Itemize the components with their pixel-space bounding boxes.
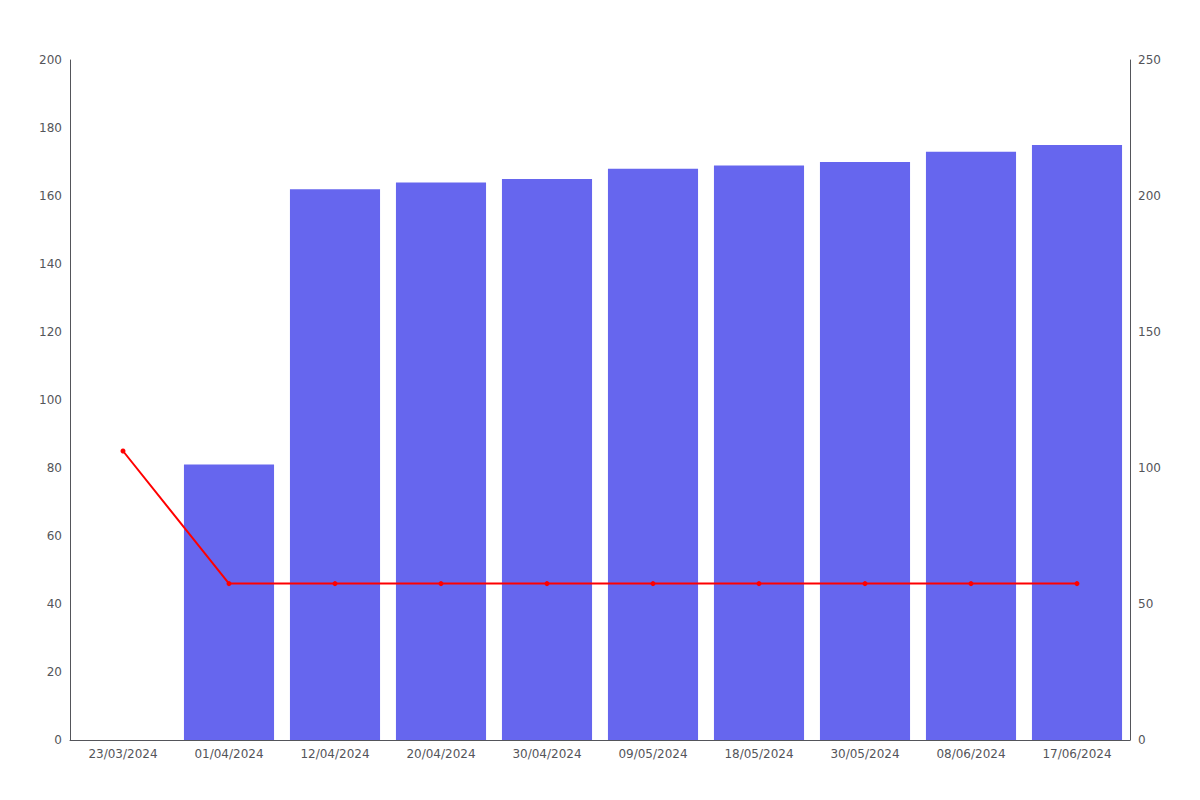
svg-text:12/04/2024: 12/04/2024 [300, 747, 369, 761]
svg-text:01/04/2024: 01/04/2024 [194, 747, 263, 761]
svg-text:40: 40 [47, 597, 62, 611]
svg-text:08/06/2024: 08/06/2024 [936, 747, 1005, 761]
svg-text:200: 200 [1138, 189, 1161, 203]
svg-text:200: 200 [39, 53, 62, 67]
svg-text:30/05/2024: 30/05/2024 [830, 747, 899, 761]
svg-text:18/05/2024: 18/05/2024 [724, 747, 793, 761]
svg-text:23/03/2024: 23/03/2024 [88, 747, 157, 761]
svg-text:140: 140 [39, 257, 62, 271]
svg-text:100: 100 [39, 393, 62, 407]
svg-text:160: 160 [39, 189, 62, 203]
svg-text:100: 100 [1138, 461, 1161, 475]
svg-text:0: 0 [1138, 733, 1146, 747]
svg-text:120: 120 [39, 325, 62, 339]
svg-text:250: 250 [1138, 53, 1161, 67]
svg-text:50: 50 [1138, 597, 1153, 611]
svg-text:30/04/2024: 30/04/2024 [512, 747, 581, 761]
svg-text:80: 80 [47, 461, 62, 475]
svg-text:150: 150 [1138, 325, 1161, 339]
svg-text:60: 60 [47, 529, 62, 543]
svg-text:09/05/2024: 09/05/2024 [618, 747, 687, 761]
svg-text:180: 180 [39, 121, 62, 135]
svg-text:20/04/2024: 20/04/2024 [406, 747, 475, 761]
svg-text:17/06/2024: 17/06/2024 [1042, 747, 1111, 761]
svg-text:0: 0 [54, 733, 62, 747]
svg-text:20: 20 [47, 665, 62, 679]
